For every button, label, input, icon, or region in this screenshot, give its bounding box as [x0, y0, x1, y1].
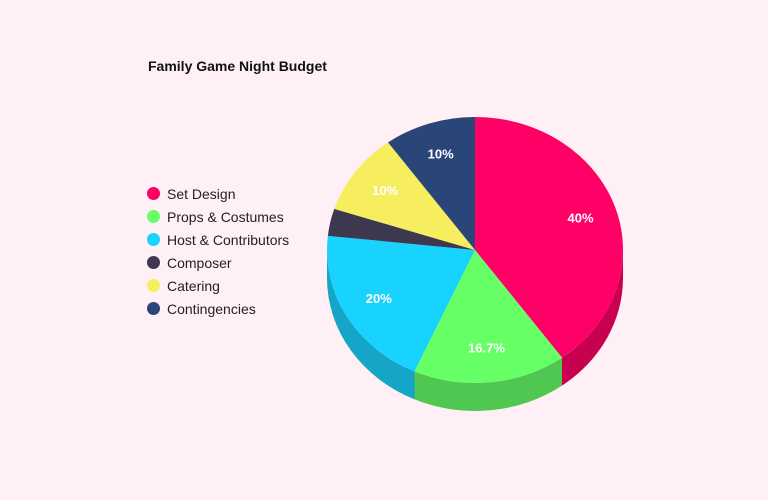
legend-label: Props & Costumes [167, 208, 284, 225]
slice-label-contingencies: 10% [428, 147, 454, 162]
legend-label: Catering [167, 277, 220, 294]
pie-slice-set-design[interactable] [475, 117, 623, 358]
legend-swatch [147, 279, 160, 292]
legend-label: Contingencies [167, 300, 256, 317]
pie-slice-composer[interactable] [327, 208, 475, 250]
legend-label: Set Design [167, 185, 236, 202]
pie-slice-contingencies[interactable] [388, 117, 475, 250]
legend-swatch [147, 233, 160, 246]
legend-label: Host & Contributors [167, 231, 290, 248]
pie-slice-catering[interactable] [334, 142, 475, 250]
slice-label-host-contributors: 20% [366, 291, 392, 306]
pie-slice-props-costumes[interactable] [414, 250, 562, 383]
pie-slices [326, 117, 623, 383]
legend-label: Composer [167, 254, 232, 271]
legend-swatch [147, 210, 160, 223]
slice-label-set-design: 40% [568, 211, 594, 226]
legend-swatch [147, 256, 160, 269]
pie-labels: 40% 16.7% 20% 10% 10% [366, 147, 594, 356]
slice-label-catering: 10% [372, 183, 398, 198]
pie-slice-host-contributors[interactable] [326, 235, 475, 372]
legend: Set Design Props & Costumes Host & Contrib… [147, 182, 289, 320]
legend-item-catering[interactable]: Catering [147, 274, 289, 297]
pie-side-props-costumes [414, 357, 562, 411]
chart-title: Family Game Night Budget [148, 58, 327, 74]
legend-item-props-costumes[interactable]: Props & Costumes [147, 205, 289, 228]
pie-side-host-contributors [327, 250, 415, 400]
legend-item-contingencies[interactable]: Contingencies [147, 297, 289, 320]
pie-side-set-design [561, 250, 623, 386]
slice-label-props-costumes: 16.7% [468, 341, 505, 356]
pie-sides [327, 250, 623, 411]
legend-item-host-contributors[interactable]: Host & Contributors [147, 228, 289, 251]
legend-item-set-design[interactable]: Set Design [147, 182, 289, 205]
legend-swatch [147, 302, 160, 315]
legend-swatch [147, 187, 160, 200]
legend-item-composer[interactable]: Composer [147, 251, 289, 274]
